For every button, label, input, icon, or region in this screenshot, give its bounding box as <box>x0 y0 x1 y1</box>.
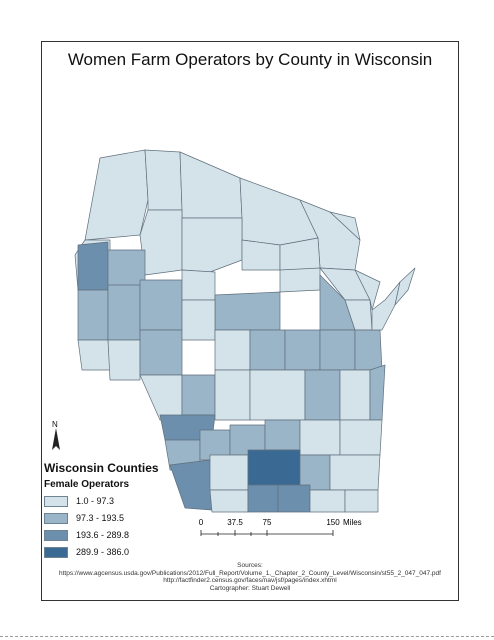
county <box>107 339 141 381</box>
county <box>77 289 109 341</box>
sources-line: http://factfinder2.census.gov/faces/nav/… <box>163 577 337 584</box>
legend-label: 289.9 - 386.0 <box>76 547 130 557</box>
scale-tick-label: 0 <box>199 518 204 527</box>
county <box>277 484 311 513</box>
county <box>354 329 383 371</box>
county <box>319 329 356 371</box>
county <box>209 454 249 491</box>
legend-swatch <box>44 496 68 507</box>
county <box>181 217 243 273</box>
county <box>264 419 301 451</box>
scale-bar: 0 37.5 75 150 Miles <box>199 518 362 536</box>
county <box>339 369 371 421</box>
county <box>304 369 341 421</box>
county <box>181 299 216 341</box>
cartographer-credit: Cartographer: Stuart Dewell <box>209 584 291 592</box>
county <box>249 369 306 421</box>
county <box>179 151 243 219</box>
legend-title: Wisconsin Counties <box>44 461 159 475</box>
legend-item: 193.6 - 289.8 <box>44 530 204 542</box>
county <box>209 489 249 513</box>
north-arrow-icon <box>52 428 60 450</box>
county <box>84 149 149 241</box>
legend-label: 193.6 - 289.8 <box>76 530 130 540</box>
sources-line: https://www.agcensus.usda.gov/Publicatio… <box>59 569 441 577</box>
county <box>139 374 183 421</box>
county <box>107 284 141 341</box>
north-label: N <box>52 420 58 429</box>
county <box>214 291 281 331</box>
county <box>247 449 301 486</box>
county <box>181 269 216 301</box>
county <box>77 241 109 291</box>
county <box>284 329 321 371</box>
map-title: Women Farm Operators by County in Wiscon… <box>67 50 433 69</box>
county <box>144 149 183 211</box>
county <box>249 329 286 371</box>
sources-heading: Sources: <box>237 562 263 569</box>
scale-tick-label: 75 <box>263 518 272 527</box>
legend-item: 97.3 - 193.5 <box>44 513 204 525</box>
county <box>214 369 251 421</box>
county <box>214 329 251 371</box>
sources-block: Sources: https://www.agcensus.usda.gov/P… <box>41 562 459 592</box>
county <box>299 419 341 456</box>
county <box>139 209 183 276</box>
legend-label: 1.0 - 97.3 <box>76 496 115 506</box>
county <box>344 489 379 513</box>
legend-swatch <box>44 513 68 524</box>
county <box>139 279 183 331</box>
county <box>77 339 111 371</box>
county <box>279 267 321 293</box>
legend-subtitle: Female Operators <box>44 479 130 490</box>
page-divider <box>0 636 494 637</box>
county <box>339 419 383 456</box>
county <box>329 211 361 241</box>
county <box>181 374 216 416</box>
legend-swatch <box>44 530 68 541</box>
scale-tick-label: 37.5 <box>227 518 243 527</box>
county <box>107 249 146 291</box>
county <box>309 489 346 513</box>
county <box>139 329 183 376</box>
county <box>394 267 416 306</box>
legend-item: 1.0 - 97.3 <box>44 496 204 508</box>
legend-item: 289.9 - 386.0 <box>44 547 204 559</box>
scale-unit: Miles <box>343 518 362 527</box>
scale-tick-label: 150 <box>326 518 340 527</box>
legend-swatch <box>44 547 68 558</box>
county <box>369 364 386 421</box>
county <box>247 484 279 513</box>
county <box>329 454 381 491</box>
legend-label: 97.3 - 193.5 <box>76 513 125 523</box>
county <box>241 239 281 271</box>
